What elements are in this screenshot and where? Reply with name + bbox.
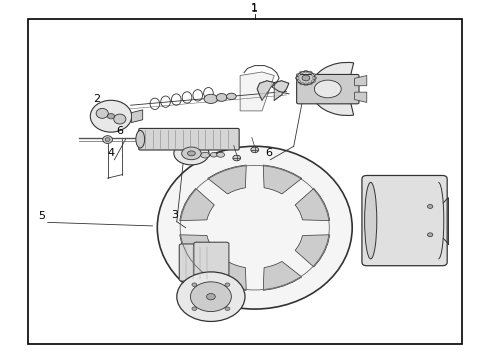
Ellipse shape (217, 152, 224, 157)
Ellipse shape (365, 183, 377, 259)
Polygon shape (180, 235, 214, 267)
Ellipse shape (315, 80, 341, 98)
Ellipse shape (114, 114, 126, 124)
Ellipse shape (177, 272, 245, 321)
Ellipse shape (216, 94, 227, 102)
Polygon shape (263, 165, 302, 194)
FancyBboxPatch shape (296, 75, 359, 104)
Polygon shape (295, 235, 330, 267)
Ellipse shape (225, 283, 230, 287)
Ellipse shape (225, 307, 230, 310)
Ellipse shape (299, 71, 303, 74)
Ellipse shape (182, 147, 201, 160)
Ellipse shape (192, 307, 197, 310)
Ellipse shape (136, 130, 145, 148)
Polygon shape (180, 188, 214, 221)
Ellipse shape (299, 82, 303, 85)
Ellipse shape (157, 146, 352, 309)
Polygon shape (131, 110, 143, 122)
Polygon shape (355, 92, 367, 102)
Ellipse shape (210, 153, 217, 157)
Text: 3: 3 (171, 210, 178, 220)
Ellipse shape (192, 283, 197, 287)
Text: 2: 2 (93, 94, 100, 104)
Wedge shape (311, 62, 354, 116)
Ellipse shape (204, 94, 218, 103)
Polygon shape (263, 261, 302, 291)
Ellipse shape (96, 108, 108, 118)
Ellipse shape (206, 293, 215, 300)
Text: 4: 4 (107, 148, 115, 158)
Text: 6: 6 (265, 148, 272, 158)
Ellipse shape (107, 113, 115, 119)
Ellipse shape (302, 75, 310, 81)
Text: 6: 6 (116, 126, 123, 136)
Ellipse shape (201, 152, 209, 158)
Ellipse shape (308, 71, 312, 74)
Bar (28, 19, 462, 345)
Ellipse shape (105, 138, 110, 141)
Text: 1: 1 (251, 3, 258, 13)
Ellipse shape (308, 82, 312, 85)
Text: 5: 5 (38, 211, 46, 221)
Polygon shape (240, 72, 274, 111)
Ellipse shape (304, 70, 308, 73)
Ellipse shape (296, 73, 300, 76)
FancyBboxPatch shape (194, 242, 229, 279)
FancyBboxPatch shape (362, 175, 447, 266)
Ellipse shape (296, 80, 300, 82)
Ellipse shape (191, 282, 231, 311)
Ellipse shape (188, 151, 196, 156)
Ellipse shape (233, 155, 241, 161)
Ellipse shape (103, 136, 113, 143)
Polygon shape (355, 76, 367, 86)
Text: 1: 1 (251, 4, 258, 14)
Ellipse shape (295, 77, 299, 80)
Ellipse shape (312, 80, 316, 82)
Polygon shape (295, 188, 330, 221)
Ellipse shape (427, 204, 433, 208)
Polygon shape (208, 261, 246, 291)
Ellipse shape (312, 73, 316, 76)
Ellipse shape (174, 142, 209, 165)
Ellipse shape (90, 100, 132, 132)
Ellipse shape (304, 83, 308, 86)
Ellipse shape (427, 233, 433, 237)
Ellipse shape (251, 147, 259, 153)
Ellipse shape (313, 77, 317, 80)
Polygon shape (208, 165, 246, 194)
Polygon shape (257, 81, 289, 100)
FancyBboxPatch shape (179, 244, 214, 281)
Ellipse shape (226, 93, 236, 100)
FancyBboxPatch shape (139, 129, 239, 150)
